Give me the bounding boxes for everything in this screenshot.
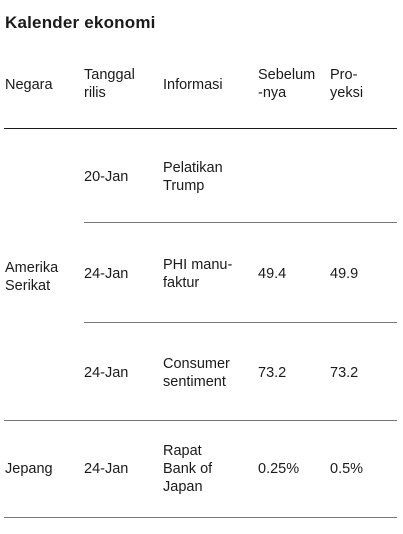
row-2-projection: 49.9	[330, 266, 359, 282]
header-sebelum-line1: Sebelum	[258, 67, 316, 83]
header-negara: Negara	[5, 77, 53, 93]
country-label-jepang: Jepang	[5, 461, 53, 477]
row-3-date: 24-Jan	[84, 365, 129, 381]
row-1-info-line1: Pelatikan	[163, 160, 223, 176]
header-tanggal-line2: rilis	[84, 85, 106, 101]
row-3-projection: 73.2	[330, 365, 359, 381]
row-3-info-line1: Consumer	[163, 356, 230, 372]
header-proyeksi-line2: yeksi	[330, 85, 364, 101]
row-1-info: Pelatikan Trump	[163, 159, 223, 195]
row-2-info-line1: PHI manu-	[163, 257, 233, 273]
row-1-date: 20-Jan	[84, 169, 129, 185]
row-divider	[84, 322, 397, 323]
row-4-previous: 0.25%	[258, 461, 300, 477]
group-divider	[4, 420, 397, 421]
row-1-info-line2: Trump	[163, 178, 205, 194]
table-bottom-divider	[4, 517, 397, 518]
row-2-previous: 49.4	[258, 266, 287, 282]
row-3-info-line2: sentiment	[163, 374, 226, 390]
row-4-projection: 0.5%	[330, 461, 364, 477]
header-proyeksi: Pro- yeksi	[330, 66, 363, 102]
row-2-info: PHI manu- faktur	[163, 256, 232, 292]
row-2-info-line2: faktur	[163, 275, 200, 291]
country-label-amerika-serikat: Amerika Serikat	[5, 259, 58, 295]
row-4-info-line1: Rapat	[163, 443, 202, 459]
header-divider	[4, 128, 397, 129]
country-line1: Amerika	[5, 260, 59, 276]
row-4-info: Rapat Bank of Japan	[163, 442, 212, 496]
page-title: Kalender ekonomi	[5, 13, 156, 32]
country-line2: Serikat	[5, 278, 51, 294]
header-sebelumnya: Sebelum -nya	[258, 66, 315, 102]
row-4-info-line2: Bank of	[163, 461, 213, 477]
header-informasi: Informasi	[163, 77, 223, 93]
header-proyeksi-line1: Pro-	[330, 67, 358, 83]
row-3-previous: 73.2	[258, 365, 287, 381]
row-divider	[84, 222, 397, 223]
header-sebelum-line2: -nya	[258, 85, 287, 101]
header-tanggal-rilis: Tanggal rilis	[84, 66, 135, 102]
row-2-date: 24-Jan	[84, 266, 129, 282]
row-3-info: Consumer sentiment	[163, 355, 230, 391]
row-4-date: 24-Jan	[84, 461, 129, 477]
row-4-info-line3: Japan	[163, 479, 203, 495]
header-tanggal-line1: Tanggal	[84, 67, 135, 83]
